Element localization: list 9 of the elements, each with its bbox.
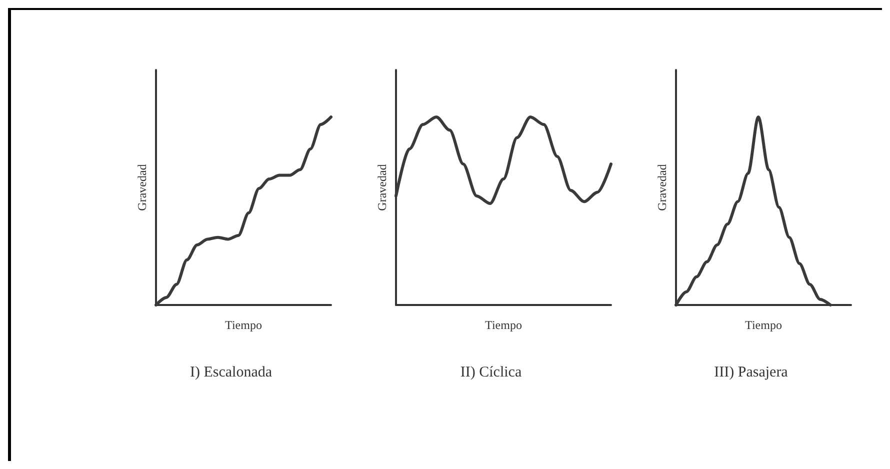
text: I) Escalonada [190, 364, 272, 380]
text: III) Pasajera [714, 364, 788, 380]
text: II) Cíclica [460, 364, 522, 380]
x-axis-title: Tiempo [485, 318, 522, 332]
y-axis-title: Gravedad [375, 164, 389, 211]
y-axis-title: Gravedad [135, 164, 149, 211]
x-axis-title: Tiempo [225, 318, 262, 332]
y-axis-title: Gravedad [655, 164, 669, 211]
x-axis-title: Tiempo [745, 318, 782, 332]
